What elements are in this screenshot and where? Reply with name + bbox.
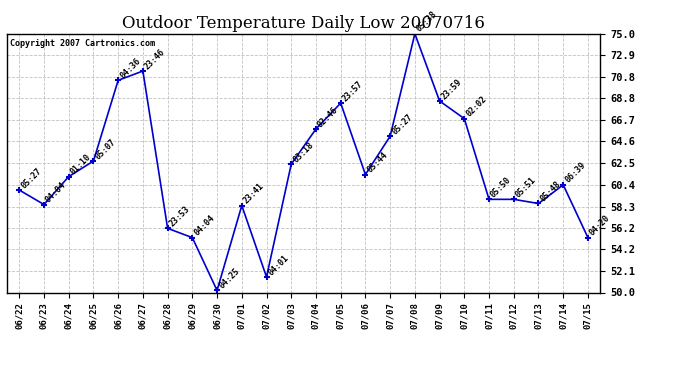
Text: Copyright 2007 Cartronics.com: Copyright 2007 Cartronics.com	[10, 39, 155, 48]
Text: 04:20: 04:20	[588, 214, 612, 238]
Text: 23:41: 23:41	[241, 182, 266, 206]
Text: 05:27: 05:27	[390, 112, 414, 136]
Text: 05:48: 05:48	[538, 180, 562, 204]
Text: 05:07: 05:07	[93, 137, 117, 161]
Text: 04:04: 04:04	[44, 180, 68, 204]
Text: 04:36: 04:36	[118, 56, 142, 80]
Text: 05:51: 05:51	[514, 175, 538, 200]
Text: 02:46: 02:46	[316, 105, 340, 129]
Text: 02:02: 02:02	[464, 94, 489, 118]
Text: 23:57: 23:57	[341, 79, 365, 103]
Text: 03:18: 03:18	[291, 140, 315, 164]
Text: 05:50: 05:50	[489, 175, 513, 200]
Text: 05:27: 05:27	[19, 166, 43, 190]
Text: 23:59: 23:59	[440, 77, 464, 101]
Text: 04:01: 04:01	[266, 253, 290, 277]
Text: Outdoor Temperature Daily Low 20070716: Outdoor Temperature Daily Low 20070716	[122, 15, 485, 32]
Text: 05:38: 05:38	[415, 10, 439, 34]
Text: 04:25: 04:25	[217, 266, 241, 290]
Text: 06:39: 06:39	[563, 161, 587, 185]
Text: 23:53: 23:53	[168, 204, 192, 228]
Text: 04:04: 04:04	[193, 214, 217, 238]
Text: 01:10: 01:10	[69, 153, 92, 177]
Text: 23:46: 23:46	[143, 47, 167, 71]
Text: 05:44: 05:44	[366, 150, 389, 174]
